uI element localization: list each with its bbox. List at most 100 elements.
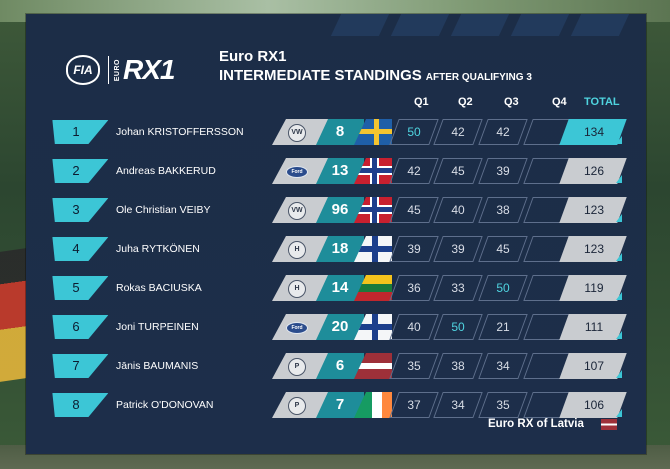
latvia-flag-icon: [354, 353, 392, 379]
driver-name: Andreas BAKKERUD: [116, 165, 216, 177]
q1-score: 37: [407, 398, 421, 412]
header-stripes: [316, 14, 646, 36]
q3-score: 50: [496, 281, 510, 295]
row-accent: [616, 370, 622, 378]
q2-score: 42: [451, 125, 465, 139]
standings-row: 4 Juha RYTKÖNEN H 18 39 39 45 123: [26, 235, 646, 263]
q2-score: 40: [451, 203, 465, 217]
q3-score: 35: [496, 398, 510, 412]
hyundai-icon: H: [288, 280, 306, 298]
column-header-total: TOTAL: [584, 96, 620, 108]
q3-score: 39: [496, 164, 510, 178]
total-points: 107: [583, 359, 605, 373]
q1-score: 40: [407, 320, 421, 334]
standings-row: 6 Joni TURPEINEN Ford 20 40 50 21 111: [26, 313, 646, 341]
q3-score: 38: [496, 203, 510, 217]
standings-row: 8 Patrick O'DONOVAN P 7 37 34 35 106: [26, 391, 646, 419]
ford-icon: Ford: [286, 322, 308, 334]
position-number: 3: [72, 202, 80, 217]
peugeot-icon: P: [288, 358, 306, 376]
background-flag: [0, 248, 26, 382]
column-header-q4: Q4: [552, 96, 567, 108]
total-points: 123: [583, 203, 605, 217]
q1-score: 42: [407, 164, 421, 178]
series-name: Euro RX1: [219, 48, 287, 65]
q3-score: 42: [496, 125, 510, 139]
event-name: Euro RX of Latvia: [488, 418, 584, 430]
total-points: 111: [584, 320, 604, 334]
car-number: 6: [335, 357, 345, 374]
column-header-q1: Q1: [414, 96, 429, 108]
driver-name: Jānis BAUMANIS: [116, 360, 199, 372]
latvia-flag-icon: [601, 419, 617, 430]
q1-score: 45: [407, 203, 421, 217]
total-points: 123: [583, 242, 605, 256]
q2-score: 45: [451, 164, 465, 178]
standings-row: 3 Ole Christian VEIBY VW 96 45 40 38 123: [26, 196, 646, 224]
q1-score: 39: [407, 242, 421, 256]
standings-row: 5 Rokas BACIUSKA H 14 36 33 50 119: [26, 274, 646, 302]
column-header-q2: Q2: [458, 96, 473, 108]
driver-name: Johan KRISTOFFERSSON: [116, 126, 244, 138]
total-points: 106: [583, 398, 605, 412]
position-number: 2: [72, 163, 80, 178]
peugeot-icon: P: [288, 397, 306, 415]
q3-score: 34: [496, 359, 510, 373]
position-number: 7: [72, 358, 80, 373]
q1-score: 36: [407, 281, 421, 295]
q1-score: 35: [407, 359, 421, 373]
position-number: 4: [72, 241, 80, 256]
car-number: 7: [335, 396, 345, 413]
page-title: INTERMEDIATE STANDINGS AFTER QUALIFYING 3: [219, 67, 532, 84]
position-number: 5: [72, 280, 80, 295]
q2-score: 50: [451, 320, 465, 334]
q3-score: 21: [496, 320, 510, 334]
row-accent: [616, 409, 622, 417]
q2-score: 33: [451, 281, 465, 295]
driver-name: Rokas BACIUSKA: [116, 282, 202, 294]
total-points: 134: [583, 125, 605, 139]
volkswagen-icon: VW: [288, 124, 306, 142]
total-points: 126: [583, 164, 605, 178]
standings-row: 7 Jānis BAUMANIS P 6 35 38 34 107: [26, 352, 646, 380]
car-number: 8: [335, 123, 345, 140]
standings-panel: FIA EURO RX1 Euro RX1 INTERMEDIATE STAND…: [26, 14, 646, 454]
hyundai-icon: H: [288, 241, 306, 259]
q2-score: 38: [451, 359, 465, 373]
fia-logo-icon: FIA: [66, 55, 100, 85]
subtitle-text: AFTER QUALIFYING 3: [425, 72, 532, 83]
car-number: 96: [331, 201, 349, 218]
ford-icon: Ford: [286, 166, 308, 178]
car-number: 13: [331, 162, 349, 179]
driver-name: Ole Christian VEIBY: [116, 204, 211, 216]
row-accent: [616, 214, 622, 222]
position-number: 1: [72, 124, 80, 139]
column-header-q3: Q3: [504, 96, 519, 108]
q3-score: 45: [496, 242, 510, 256]
position-number: 8: [72, 397, 80, 412]
car-number: 14: [331, 279, 349, 296]
standings-row: 2 Andreas BAKKERUD Ford 13 42 45 39 126: [26, 157, 646, 185]
driver-name: Juha RYTKÖNEN: [116, 243, 200, 255]
rx1-logo: RX1: [123, 54, 175, 85]
row-accent: [616, 175, 622, 183]
row-accent: [616, 253, 622, 261]
car-number: 18: [331, 240, 349, 257]
row-accent: [616, 331, 622, 339]
driver-name: Joni TURPEINEN: [116, 321, 199, 333]
total-points: 119: [584, 281, 604, 295]
q2-score: 34: [451, 398, 465, 412]
position-number: 6: [72, 319, 80, 334]
standings-row: 1 Johan KRISTOFFERSSON VW 8 50 42 42 134: [26, 118, 646, 146]
driver-name: Patrick O'DONOVAN: [116, 399, 214, 411]
row-accent: [616, 136, 622, 144]
logo-divider: [108, 56, 109, 84]
volkswagen-icon: VW: [288, 202, 306, 220]
series-logo: FIA EURO RX1: [66, 50, 175, 90]
q2-score: 39: [451, 242, 465, 256]
lithuania-flag-icon: [354, 275, 392, 301]
car-number: 20: [331, 318, 349, 335]
q1-score: 50: [407, 125, 421, 139]
euro-label: EURO: [114, 58, 121, 82]
row-accent: [616, 292, 622, 300]
